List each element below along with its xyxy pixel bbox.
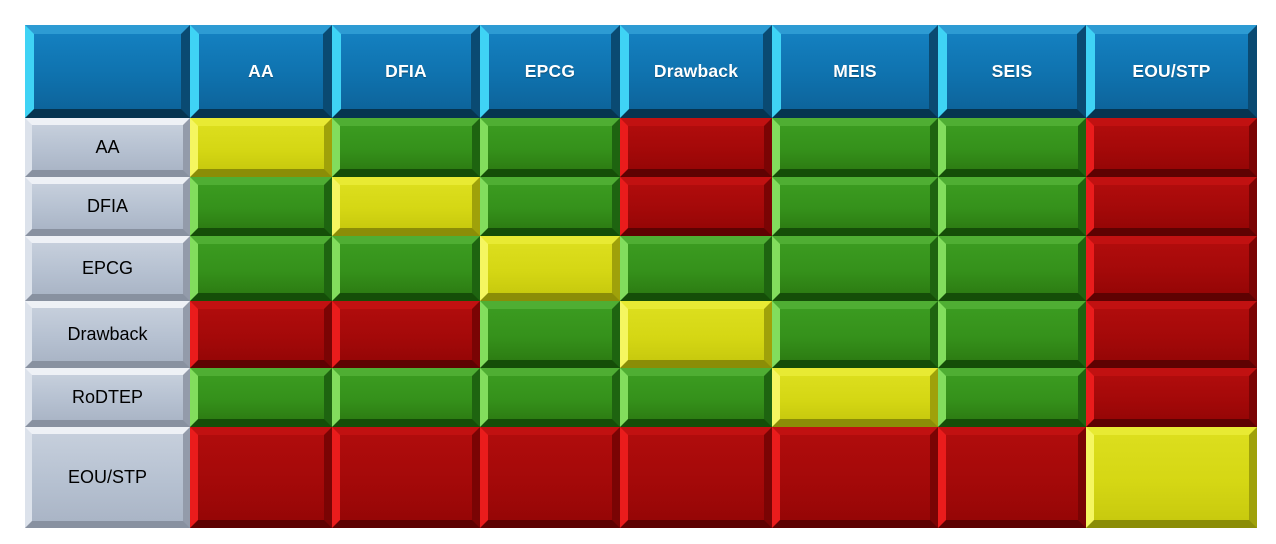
row-header-eou-stp: EOU/STP	[25, 427, 190, 528]
matrix-cell-rodtep-epcg	[480, 368, 620, 427]
column-header-drawback: Drawback	[620, 25, 772, 118]
matrix-cell-eou-stp-eou-stp	[1086, 427, 1257, 528]
matrix-cell-rodtep-meis	[772, 368, 938, 427]
matrix-cell-dfia-aa	[190, 177, 332, 236]
column-header-eou-stp: EOU/STP	[1086, 25, 1257, 118]
row-header-epcg: EPCG	[25, 236, 190, 301]
matrix-cell-dfia-epcg	[480, 177, 620, 236]
matrix-cell-epcg-drawback	[620, 236, 772, 301]
matrix-cell-eou-stp-meis	[772, 427, 938, 528]
matrix-cell-eou-stp-dfia	[332, 427, 480, 528]
row-header-dfia: DFIA	[25, 177, 190, 236]
matrix-grid: AA DFIA EPCG Drawback MEIS SEIS EOU/STP …	[25, 25, 1257, 528]
matrix-cell-drawback-meis	[772, 301, 938, 368]
row-header-drawback: Drawback	[25, 301, 190, 368]
matrix-cell-dfia-eou-stp	[1086, 177, 1257, 236]
matrix-cell-epcg-epcg	[480, 236, 620, 301]
corner-header-cell	[25, 25, 190, 118]
column-header-seis: SEIS	[938, 25, 1086, 118]
matrix-cell-rodtep-dfia	[332, 368, 480, 427]
matrix-cell-rodtep-drawback	[620, 368, 772, 427]
matrix-cell-rodtep-aa	[190, 368, 332, 427]
matrix-cell-aa-eou-stp	[1086, 118, 1257, 177]
matrix-cell-epcg-eou-stp	[1086, 236, 1257, 301]
matrix-cell-drawback-seis	[938, 301, 1086, 368]
matrix-cell-aa-aa	[190, 118, 332, 177]
matrix-cell-epcg-dfia	[332, 236, 480, 301]
matrix-cell-epcg-seis	[938, 236, 1086, 301]
matrix-cell-epcg-meis	[772, 236, 938, 301]
matrix-cell-rodtep-seis	[938, 368, 1086, 427]
row-header-rodtep: RoDTEP	[25, 368, 190, 427]
row-header-aa: AA	[25, 118, 190, 177]
matrix-cell-epcg-aa	[190, 236, 332, 301]
matrix-cell-aa-meis	[772, 118, 938, 177]
matrix-cell-eou-stp-aa	[190, 427, 332, 528]
matrix-cell-dfia-dfia	[332, 177, 480, 236]
matrix-cell-dfia-seis	[938, 177, 1086, 236]
matrix-cell-drawback-dfia	[332, 301, 480, 368]
matrix-cell-aa-epcg	[480, 118, 620, 177]
matrix-cell-eou-stp-epcg	[480, 427, 620, 528]
matrix-cell-rodtep-eou-stp	[1086, 368, 1257, 427]
matrix-cell-dfia-drawback	[620, 177, 772, 236]
matrix-cell-drawback-aa	[190, 301, 332, 368]
column-header-aa: AA	[190, 25, 332, 118]
column-header-meis: MEIS	[772, 25, 938, 118]
column-header-dfia: DFIA	[332, 25, 480, 118]
matrix-cell-drawback-epcg	[480, 301, 620, 368]
matrix-cell-dfia-meis	[772, 177, 938, 236]
matrix-cell-aa-drawback	[620, 118, 772, 177]
matrix-cell-aa-seis	[938, 118, 1086, 177]
column-header-epcg: EPCG	[480, 25, 620, 118]
matrix-cell-aa-dfia	[332, 118, 480, 177]
matrix-cell-eou-stp-drawback	[620, 427, 772, 528]
matrix-cell-drawback-eou-stp	[1086, 301, 1257, 368]
matrix-cell-eou-stp-seis	[938, 427, 1086, 528]
matrix-cell-drawback-drawback	[620, 301, 772, 368]
